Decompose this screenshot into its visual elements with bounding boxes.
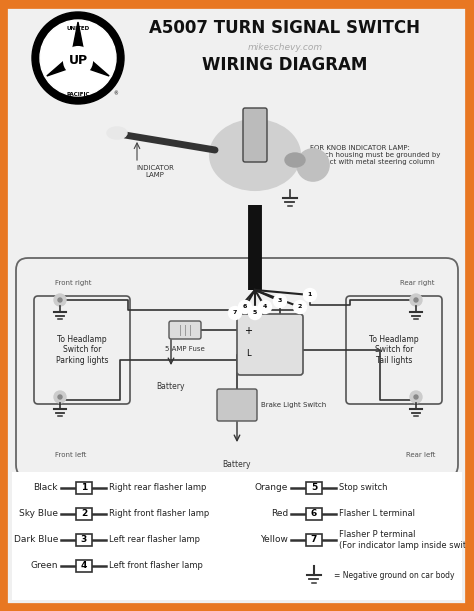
Text: Yellow: Yellow	[260, 535, 288, 544]
Text: Red: Red	[271, 510, 288, 519]
Circle shape	[32, 12, 124, 104]
Text: 1: 1	[308, 293, 312, 298]
FancyBboxPatch shape	[76, 508, 92, 520]
Text: = Negative ground on car body: = Negative ground on car body	[334, 571, 455, 579]
Text: 4: 4	[263, 304, 267, 310]
Text: Stop switch: Stop switch	[339, 483, 388, 492]
Text: 3 Terminal
Flasher: 3 Terminal Flasher	[254, 340, 290, 354]
Text: 7: 7	[233, 310, 237, 315]
Text: 2: 2	[81, 510, 87, 519]
Text: 2: 2	[298, 304, 302, 310]
FancyBboxPatch shape	[76, 482, 92, 494]
Text: A5007 TURN SIGNAL SWITCH: A5007 TURN SIGNAL SWITCH	[149, 19, 420, 37]
Circle shape	[40, 20, 116, 96]
FancyBboxPatch shape	[76, 560, 92, 572]
Text: PACIFIC: PACIFIC	[66, 92, 90, 97]
Circle shape	[54, 391, 66, 403]
Text: Flasher L terminal: Flasher L terminal	[339, 510, 415, 519]
Text: Brake Light Switch: Brake Light Switch	[261, 402, 326, 408]
FancyBboxPatch shape	[243, 108, 267, 162]
Text: WIRING DIAGRAM: WIRING DIAGRAM	[202, 56, 368, 74]
FancyBboxPatch shape	[16, 258, 458, 477]
Circle shape	[58, 298, 62, 302]
Text: Left front flasher lamp: Left front flasher lamp	[109, 562, 203, 571]
Text: 5: 5	[253, 310, 257, 315]
Circle shape	[248, 307, 262, 320]
Circle shape	[273, 295, 286, 307]
Text: FOR KNOB INDICATOR LAMP:
Switch housing must be grounded by
contact with metal s: FOR KNOB INDICATOR LAMP: Switch housing …	[310, 145, 440, 165]
Circle shape	[410, 294, 422, 306]
FancyBboxPatch shape	[76, 534, 92, 546]
Text: mikeschevy.com: mikeschevy.com	[247, 43, 323, 53]
FancyBboxPatch shape	[217, 389, 257, 421]
Ellipse shape	[210, 120, 300, 190]
Text: To Headlamp
Switch for
Parking lights: To Headlamp Switch for Parking lights	[56, 335, 108, 365]
Text: +: +	[244, 326, 252, 336]
Text: Right front flasher lamp: Right front flasher lamp	[109, 510, 209, 519]
Text: 3: 3	[278, 299, 282, 304]
Text: Rear right: Rear right	[401, 280, 435, 286]
Text: Dark Blue: Dark Blue	[14, 535, 58, 544]
Text: 1: 1	[81, 483, 87, 492]
Text: 6: 6	[243, 304, 247, 310]
Text: Battery: Battery	[157, 382, 185, 391]
FancyBboxPatch shape	[237, 314, 303, 375]
Circle shape	[54, 294, 66, 306]
Circle shape	[238, 301, 252, 313]
Text: 6: 6	[311, 510, 317, 519]
Text: Front right: Front right	[55, 280, 91, 286]
Text: Black: Black	[34, 483, 58, 492]
Text: To Headlamp
Switch for
Tail lights: To Headlamp Switch for Tail lights	[369, 335, 419, 365]
Circle shape	[410, 391, 422, 403]
Circle shape	[293, 301, 307, 313]
Circle shape	[258, 301, 272, 313]
Text: Rear left: Rear left	[406, 452, 435, 458]
Text: Green: Green	[30, 562, 58, 571]
Polygon shape	[74, 52, 109, 76]
Text: ®: ®	[114, 92, 118, 97]
Polygon shape	[71, 22, 85, 58]
Text: 7: 7	[311, 535, 317, 544]
Text: UNITED: UNITED	[66, 26, 90, 31]
Circle shape	[414, 298, 418, 302]
FancyBboxPatch shape	[346, 296, 442, 404]
Text: L: L	[246, 348, 250, 357]
Polygon shape	[47, 52, 82, 76]
FancyBboxPatch shape	[306, 534, 322, 546]
Text: 5: 5	[311, 483, 317, 492]
Text: Front left: Front left	[55, 452, 86, 458]
Circle shape	[228, 307, 241, 320]
Circle shape	[303, 288, 317, 301]
FancyBboxPatch shape	[169, 321, 201, 339]
Ellipse shape	[107, 127, 127, 139]
Ellipse shape	[285, 153, 305, 167]
Text: 5 AMP Fuse: 5 AMP Fuse	[165, 346, 205, 352]
Text: Sky Blue: Sky Blue	[19, 510, 58, 519]
Bar	[12, 472, 462, 600]
Text: Flasher P terminal
(For indicator lamp inside switch): Flasher P terminal (For indicator lamp i…	[339, 530, 474, 550]
FancyBboxPatch shape	[306, 482, 322, 494]
Text: Battery: Battery	[223, 460, 251, 469]
Text: 4: 4	[81, 562, 87, 571]
Ellipse shape	[297, 149, 329, 181]
Text: UP: UP	[68, 54, 88, 67]
Circle shape	[414, 395, 418, 399]
Circle shape	[58, 395, 62, 399]
Text: 3: 3	[81, 535, 87, 544]
Text: Right rear flasher lamp: Right rear flasher lamp	[109, 483, 206, 492]
Circle shape	[64, 47, 92, 75]
Text: Left rear flasher lamp: Left rear flasher lamp	[109, 535, 200, 544]
FancyBboxPatch shape	[34, 296, 130, 404]
Text: INDICATOR
LAMP: INDICATOR LAMP	[136, 165, 174, 178]
Text: Orange: Orange	[255, 483, 288, 492]
FancyBboxPatch shape	[306, 508, 322, 520]
